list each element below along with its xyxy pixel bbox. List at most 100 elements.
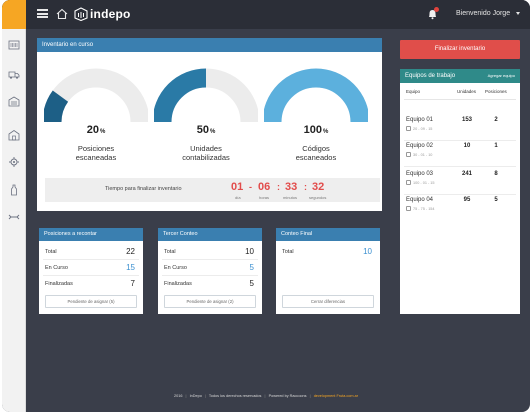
grid-icon [406,152,411,157]
gauge-value: 50% [196,124,216,136]
team-codes: 30 - 01 - 10 [406,152,432,157]
menu-icon[interactable] [37,9,48,18]
brand-accent [2,0,26,29]
gauge-label: Unidades contabilizadas [182,144,230,162]
footer-separator: | [264,394,266,398]
close-differences-button[interactable]: Cerrar diferencias [282,295,374,308]
footer-separator: | [204,394,206,398]
footer-brand: InDepo [189,394,202,398]
gauge-fill [264,68,368,123]
footer-year: 2016 [173,394,183,398]
inventory-title: Inventario en curso [37,38,382,52]
team-positions: 2 [494,117,498,123]
assign-pending-button[interactable]: Pendiente de asignar (2) [164,295,256,308]
finalize-inventory-button[interactable]: Finalizar inventario [400,40,520,59]
grid-icon [406,180,411,185]
team-name: Equipo 03 [406,171,434,177]
timer-days: 01 [231,181,244,193]
gauge-positions: 20% Posiciones escaneadas [44,56,148,176]
footer-dev-link[interactable]: development Fruta.com.ar [313,394,359,398]
bottle-icon[interactable] [8,184,20,196]
gauge-label: Posiciones escaneadas [75,144,117,162]
row-divider [162,259,258,260]
home-icon[interactable] [56,8,68,20]
gauge-fill [44,90,69,123]
col-team: Equipo [406,89,421,94]
gauge-arc [154,68,258,123]
conveyor-icon[interactable] [8,211,20,223]
gauge-codes: 100% Códigos escaneados [264,56,368,176]
card-title: Tercer Conteo [158,228,262,241]
team-positions: 5 [494,197,498,203]
stat-label: Finalizadas [45,281,73,287]
sidebar [2,29,26,412]
gauge-value: 20% [86,124,106,136]
gauge-arc [264,68,368,123]
app-logo[interactable]: indepo [74,5,131,23]
stat-value: 5 [249,263,254,272]
stat-value: 15 [126,263,135,272]
gauge-arc [44,68,148,123]
row-divider [404,194,516,195]
timer-seconds-unit: segundos [309,195,327,200]
stat-label: Total [164,249,176,255]
stat-value: 10 [363,247,372,256]
team-row[interactable]: Equipo 02 30 - 01 - 10 10 1 [400,141,520,167]
inventory-panel: Inventario en curso 20% Posiciones escane… [37,38,382,211]
final-count-card: Conteo Final Total 10 Cerrar diferencias [276,228,380,314]
timer-separator: : [304,182,307,192]
team-codes: 75 - 75 - 154 [406,206,435,211]
team-units: 241 [461,171,472,177]
stat-label: Total [282,249,294,255]
footer: 2016 | InDepo | Todos los derechos reser… [2,394,530,398]
gauge-fill [154,68,207,123]
barcode-icon[interactable] [8,39,20,51]
assign-pending-button[interactable]: Pendiente de asignar (5) [45,295,137,308]
team-units: 10 [463,143,471,149]
team-row[interactable]: Equipo 04 75 - 75 - 154 95 5 [400,195,520,221]
bell-icon[interactable] [427,8,438,20]
countdown-timer: Tiempo para finalizar inventario 01 - 06… [45,178,380,202]
settings-icon[interactable] [8,156,20,168]
stat-value: 7 [130,279,135,288]
team-positions: 8 [494,171,498,177]
stat-label: En Curso [45,265,68,271]
recount-card: Posiciones a recontar Total 22 En Curso … [39,228,143,314]
timer-label: Tiempo para finalizar inventario [105,186,182,192]
team-row[interactable]: Equipo 03 100 - 01 - 15 241 8 [400,169,520,195]
third-count-card: Tercer Conteo Total 10 En Curso 5 Finali… [158,228,262,314]
top-bar: indepo Bienvenido Jorge [2,0,530,29]
add-team-link[interactable]: Agregar equipo [487,73,515,78]
warehouse-icon[interactable] [8,95,20,107]
gauge-units: 50% Unidades contabilizadas [154,56,258,176]
timer-days-unit: día [235,195,241,200]
team-name: Equipo 02 [406,143,434,149]
truck-icon[interactable] [8,68,20,80]
col-units: Unidades [457,89,477,94]
notification-badge [434,7,439,12]
team-row[interactable]: Equipo 01 20 - 09 - 15 153 2 [400,115,520,141]
row-divider [162,275,258,276]
gauge-value: 100% [303,124,329,136]
footer-rights: Todos los derechos reservados [208,394,262,398]
user-greeting[interactable]: Bienvenido Jorge [456,10,511,17]
store-icon[interactable] [8,129,20,141]
row-divider [43,259,139,260]
chevron-down-icon[interactable] [516,12,520,15]
grid-icon [406,126,411,131]
stat-row: Total 10 [276,244,380,260]
team-units: 95 [463,197,471,203]
logo-icon [74,7,88,21]
team-positions: 1 [494,143,498,149]
stat-value: 22 [126,247,135,256]
team-name: Equipo 01 [406,117,434,123]
team-codes: 20 - 09 - 15 [406,126,432,131]
footer-separator: | [185,394,187,398]
timer-minutes: 33 [285,181,298,193]
stat-label: Total [45,249,57,255]
footer-powered-link[interactable]: Powered by Raccoons [268,394,307,398]
stat-row: En Curso 15 [39,260,143,276]
timer-separator: - [249,182,252,192]
row-divider [404,140,516,141]
